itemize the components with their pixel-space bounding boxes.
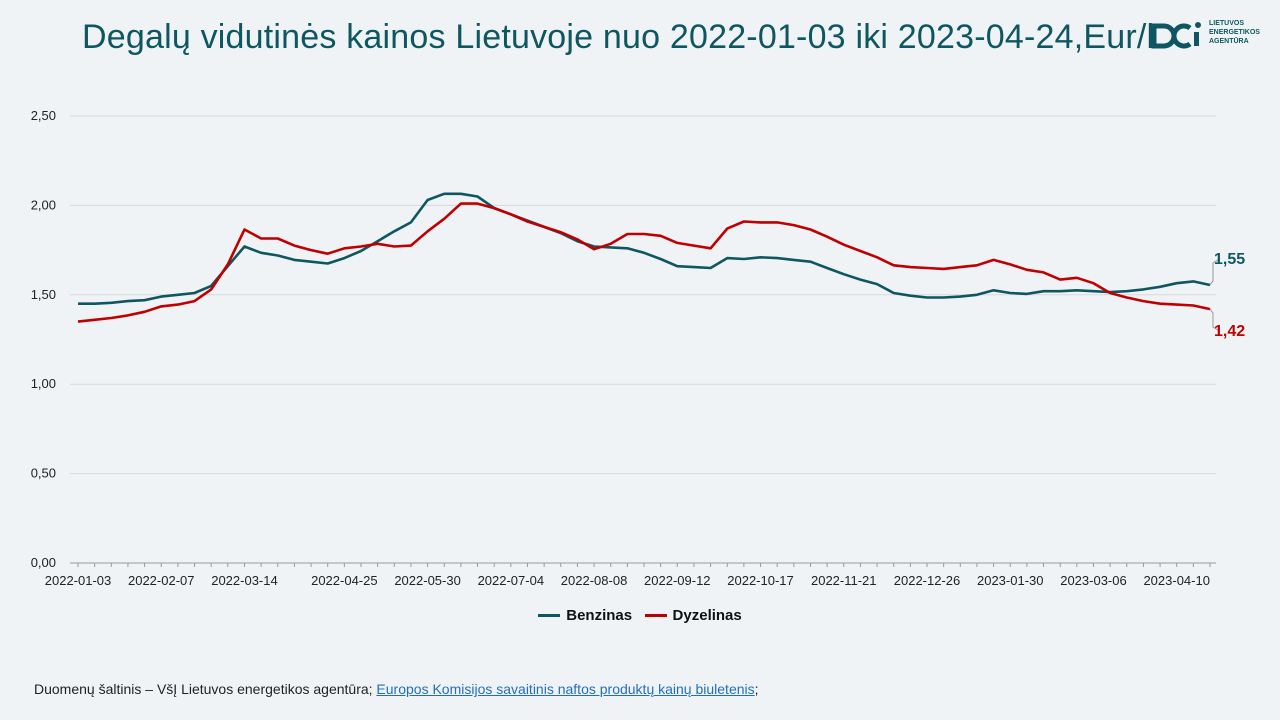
x-tick-label: 2022-11-21 [811,573,877,588]
x-tick-label: 2022-03-14 [211,573,278,588]
logo-line: LIETUVOS [1209,20,1245,27]
y-tick-label: 1,50 [31,287,56,302]
x-tick-label: 2023-01-30 [977,573,1044,588]
source-prefix: Duomenų šaltinis – VšĮ Lietuvos energeti… [34,681,377,697]
x-tick-label: 2022-10-17 [727,573,794,588]
end-label-leader [1209,308,1219,331]
x-tick-label: 2023-03-06 [1060,573,1127,588]
legend-label: Dyzelinas [672,607,742,624]
chart-title: Degalų vidutinės kainos Lietuvoje nuo 20… [82,18,1155,56]
grid [70,115,1216,475]
legend-item-dyzelinas: Dyzelinas [644,607,742,624]
legend-swatch-dyzelinas [644,614,667,617]
x-tick-label: 2022-01-03 [45,573,112,588]
logo-line: ENERGETIKOS [1209,29,1260,36]
legend-label: Benzinas [566,607,633,624]
series-lines [77,192,1211,323]
source-suffix: ; [754,681,759,697]
x-tick-label: 2023-04-10 [1143,573,1210,588]
x-tick-label: 2022-12-26 [894,573,961,588]
x-tick-label: 2022-07-04 [478,573,545,588]
x-axis: 2022-01-03 2022-02-07 2022-03-14 2022-04-25… [45,562,1216,588]
end-labels: 1,55 1,42 [1209,251,1245,340]
y-tick-label: 1,00 [31,376,56,391]
y-tick-label: 0,50 [31,466,56,481]
end-label-benzinas: 1,55 [1214,251,1245,268]
y-tick-label: 2,00 [31,197,56,212]
end-label-dyzelinas: 1,42 [1214,323,1245,340]
series-line-benzinas [78,192,1211,305]
legend: Benzinas Dyzelinas [0,604,1280,624]
source-link[interactable]: Europos Komisijos savaitinis naftos prod… [376,681,755,697]
logo-line: AGENTŪRA [1209,38,1249,45]
legend-swatch-benzinas [538,614,561,617]
series-line-dyzelinas [77,202,1211,323]
end-label-leader [1209,259,1219,286]
legend-item-benzinas: Benzinas [538,607,632,624]
line-chart: 0,000,501,001,502,002,50 2022-01-03 2022-… [31,108,1246,588]
x-tick-label: 2022-04-25 [311,573,378,588]
x-tick-label: 2022-05-30 [394,573,461,588]
y-tick-label: 2,50 [31,108,56,123]
y-tick-label: 0,00 [31,555,56,570]
y-axis: 0,00 0,50 1,00 1,50 2,00 2,50 [31,108,56,570]
agency-logo: LIETUVOS ENERGETIKOS AGENTŪRA [1150,18,1280,54]
data-source: Duomenų šaltinis – VšĮ Lietuvos energeti… [34,681,759,697]
logo-text: LIETUVOS ENERGETIKOS AGENTŪRA [1209,19,1260,46]
x-tick-label: 2022-09-12 [644,573,711,588]
lea-logo-icon [1151,22,1201,49]
x-tick-label: 2022-08-08 [561,573,628,588]
x-tick-label: 2022-02-07 [128,573,195,588]
